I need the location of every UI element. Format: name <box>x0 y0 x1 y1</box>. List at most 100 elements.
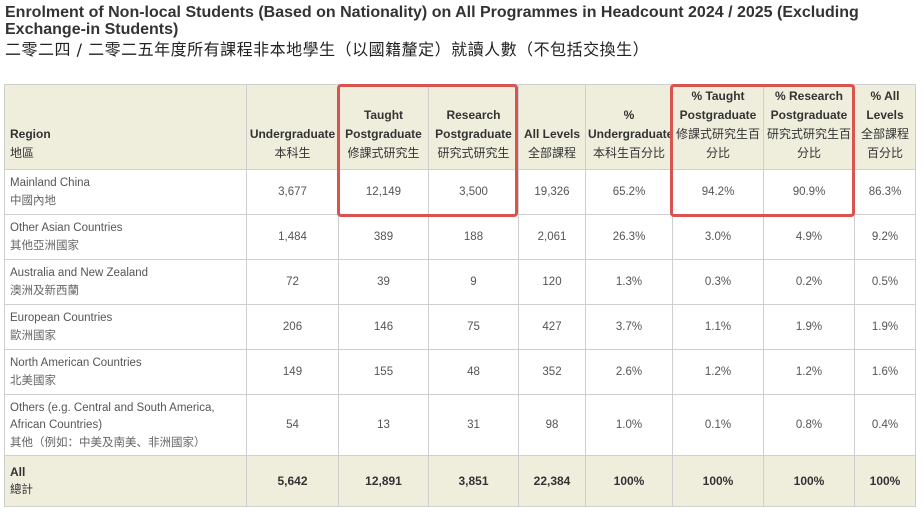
header-zh: 修課式研究生百分比 <box>675 127 760 160</box>
header-pct-all-levels: % All Levels 全部課程百分比 <box>854 84 916 170</box>
region-zh: 北美國家 <box>10 373 56 387</box>
header-en: % Taught Postgraduate <box>679 89 757 122</box>
cell-taught-postgraduate: 389 <box>338 214 429 260</box>
cell-all-levels: 352 <box>518 349 586 395</box>
cell-pct-taught-postgraduate: 100% <box>672 455 764 507</box>
cell-pct-research-postgraduate: 90.9% <box>763 169 855 215</box>
cell-research-postgraduate: 3,851 <box>428 455 519 507</box>
cell-research-postgraduate: 188 <box>428 214 519 260</box>
cell-pct-all-levels: 0.4% <box>854 394 916 456</box>
header-zh: 地區 <box>10 146 35 160</box>
cell-research-postgraduate: 3,500 <box>428 169 519 215</box>
header-en: Region <box>10 127 51 141</box>
header-row: Region 地區 Undergraduate 本科生 Taught Postgra… <box>4 84 916 170</box>
cell-pct-taught-postgraduate: 0.1% <box>672 394 764 456</box>
cell-undergraduate: 149 <box>246 349 339 395</box>
cell-research-postgraduate: 31 <box>428 394 519 456</box>
total-row: All 總計 5,642 12,891 3,851 22,384 100% 100… <box>4 455 916 507</box>
region-zh: 澳洲及新西蘭 <box>10 283 79 297</box>
region-cell: All 總計 <box>4 455 247 507</box>
enrolment-table: Region 地區 Undergraduate 本科生 Taught Postgra… <box>4 84 916 507</box>
region-cell: Others (e.g. Central and South America, … <box>4 394 247 456</box>
cell-pct-all-levels: 1.9% <box>854 304 916 350</box>
region-en: Australia and New Zealand <box>10 267 149 279</box>
cell-pct-taught-postgraduate: 3.0% <box>672 214 764 260</box>
cell-research-postgraduate: 9 <box>428 259 519 305</box>
cell-pct-undergraduate: 2.6% <box>585 349 673 395</box>
cell-undergraduate: 1,484 <box>246 214 339 260</box>
cell-pct-taught-postgraduate: 1.1% <box>672 304 764 350</box>
header-zh: 本科生 <box>274 146 311 160</box>
header-pct-research-postgraduate: % Research Postgraduate 研究式研究生百分比 <box>763 84 855 170</box>
region-zh: 其他（例如：中美及南美、非洲國家） <box>10 434 206 449</box>
header-undergraduate: Undergraduate 本科生 <box>246 84 339 170</box>
region-en: Mainland China <box>10 177 90 189</box>
header-taught-postgraduate: Taught Postgraduate 修課式研究生 <box>338 84 429 170</box>
header-zh: 修課式研究生 <box>347 146 420 160</box>
header-en: Research Postgraduate <box>435 108 512 141</box>
cell-all-levels: 19,326 <box>518 169 586 215</box>
region-en: European Countries <box>10 312 113 324</box>
region-zh: 總計 <box>10 482 33 496</box>
header-zh: 本科生百分比 <box>592 146 665 160</box>
region-en: Others (e.g. Central and South America, … <box>10 401 215 431</box>
cell-all-levels: 427 <box>518 304 586 350</box>
cell-pct-undergraduate: 3.7% <box>585 304 673 350</box>
cell-pct-research-postgraduate: 100% <box>763 455 855 507</box>
region-cell: Mainland China 中國內地 <box>4 169 247 215</box>
cell-pct-all-levels: 9.2% <box>854 214 916 260</box>
table-row: Australia and New Zealand 澳洲及新西蘭 72 39 9 … <box>4 259 916 305</box>
cell-all-levels: 2,061 <box>518 214 586 260</box>
cell-pct-research-postgraduate: 4.9% <box>763 214 855 260</box>
table-row: Others (e.g. Central and South America, … <box>4 394 916 456</box>
cell-all-levels: 22,384 <box>518 455 586 507</box>
cell-undergraduate: 3,677 <box>246 169 339 215</box>
cell-taught-postgraduate: 155 <box>338 349 429 395</box>
region-en: North American Countries <box>10 357 142 369</box>
title-chinese: 二零二四 / 二零二五年度所有課程非本地學生（以國籍釐定）就讀人數（不包括交換生… <box>5 40 650 59</box>
header-en: Undergraduate <box>249 127 336 141</box>
cell-pct-undergraduate: 1.0% <box>585 394 673 456</box>
cell-all-levels: 120 <box>518 259 586 305</box>
cell-taught-postgraduate: 12,891 <box>338 455 429 507</box>
cell-undergraduate: 54 <box>246 394 339 456</box>
header-all-levels: All Levels 全部課程 <box>518 84 586 170</box>
region-cell: European Countries 歐洲國家 <box>4 304 247 350</box>
header-research-postgraduate: Research Postgraduate 研究式研究生 <box>428 84 519 170</box>
region-zh: 歐洲國家 <box>10 328 56 342</box>
region-zh: 中國內地 <box>10 193 56 207</box>
cell-pct-taught-postgraduate: 1.2% <box>672 349 764 395</box>
table-row: Other Asian Countries 其他亞洲國家 1,484 389 18… <box>4 214 916 260</box>
cell-pct-research-postgraduate: 0.8% <box>763 394 855 456</box>
header-en: Taught Postgraduate <box>345 108 422 141</box>
cell-undergraduate: 206 <box>246 304 339 350</box>
cell-pct-undergraduate: 100% <box>585 455 673 507</box>
cell-pct-research-postgraduate: 0.2% <box>763 259 855 305</box>
table-row: European Countries 歐洲國家 206 146 75 427 3.… <box>4 304 916 350</box>
header-pct-taught-postgraduate: % Taught Postgraduate 修課式研究生百分比 <box>672 84 764 170</box>
region-en: Other Asian Countries <box>10 222 123 234</box>
cell-taught-postgraduate: 13 <box>338 394 429 456</box>
header-zh: 研究式研究生 <box>437 146 510 160</box>
cell-pct-all-levels: 86.3% <box>854 169 916 215</box>
cell-pct-undergraduate: 1.3% <box>585 259 673 305</box>
cell-taught-postgraduate: 39 <box>338 259 429 305</box>
header-zh: 全部課程 <box>527 146 576 160</box>
header-en: % Research Postgraduate <box>770 89 848 122</box>
cell-research-postgraduate: 75 <box>428 304 519 350</box>
cell-pct-all-levels: 0.5% <box>854 259 916 305</box>
cell-taught-postgraduate: 12,149 <box>338 169 429 215</box>
header-en: All Levels <box>523 127 581 141</box>
cell-undergraduate: 72 <box>246 259 339 305</box>
title-english: Enrolment of Non-local Students (Based o… <box>5 4 859 38</box>
header-en: % All Levels <box>866 89 904 122</box>
cell-pct-undergraduate: 26.3% <box>585 214 673 260</box>
cell-research-postgraduate: 48 <box>428 349 519 395</box>
region-en: All <box>10 465 26 479</box>
cell-taught-postgraduate: 146 <box>338 304 429 350</box>
cell-pct-research-postgraduate: 1.9% <box>763 304 855 350</box>
cell-undergraduate: 5,642 <box>246 455 339 507</box>
cell-pct-undergraduate: 65.2% <box>585 169 673 215</box>
header-zh: 全部課程百分比 <box>860 127 909 160</box>
region-cell: Australia and New Zealand 澳洲及新西蘭 <box>4 259 247 305</box>
